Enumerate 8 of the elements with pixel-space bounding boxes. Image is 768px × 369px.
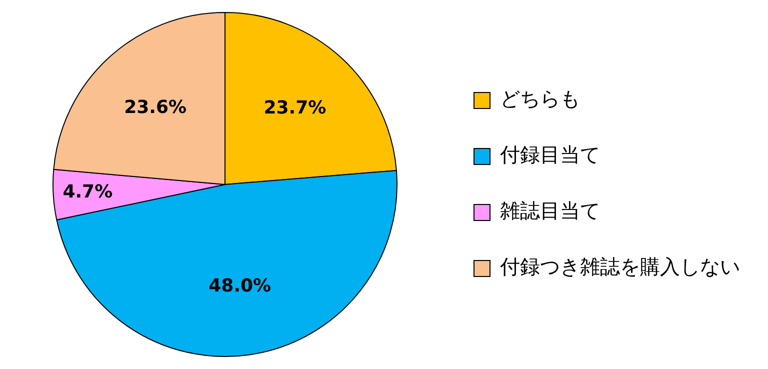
legend-label: 付録目当て (499, 142, 600, 167)
data-label: 4.7% (62, 181, 113, 202)
legend-label: どちらも (500, 86, 580, 111)
data-label: 23.7% (264, 97, 326, 118)
legend-label: 付録つき雑誌を購入しない (499, 254, 740, 279)
data-label: 23.6% (124, 97, 187, 118)
data-label: 48.0% (208, 275, 272, 296)
legend-label: 雑誌目当て (500, 198, 600, 223)
